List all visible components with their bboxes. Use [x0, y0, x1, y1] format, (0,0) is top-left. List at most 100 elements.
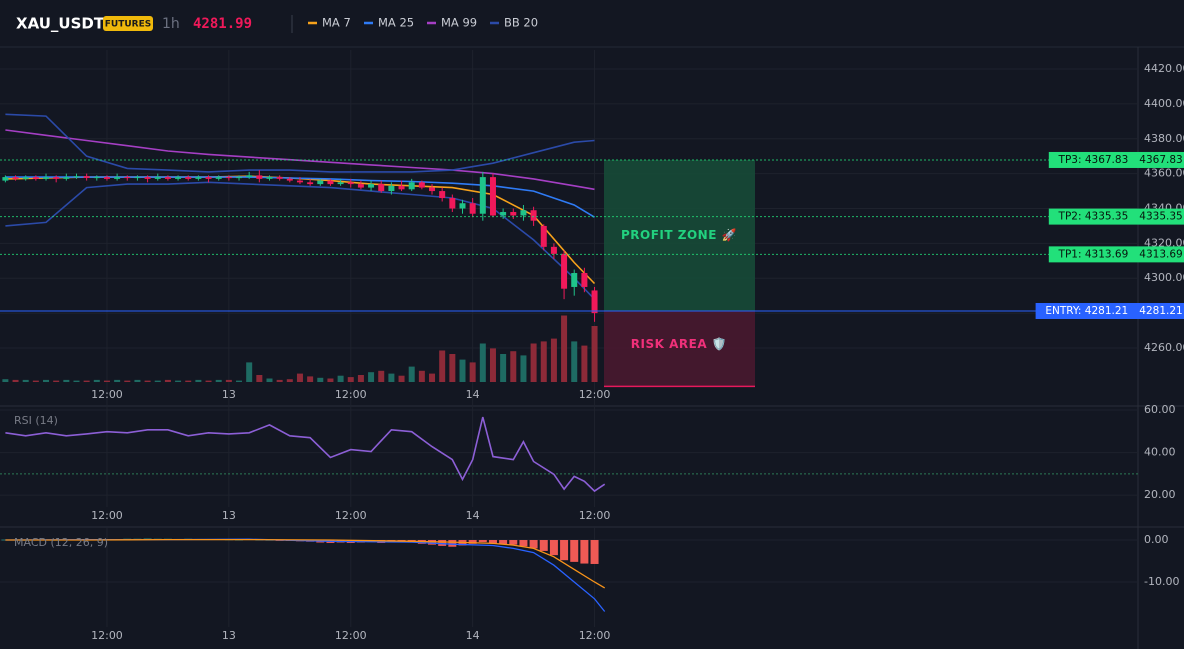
rsi-line: [5, 416, 606, 493]
histogram-bar: [448, 540, 457, 547]
candle-body: [83, 176, 90, 178]
volume-bar: [520, 355, 527, 382]
y-tick-label: 4320.00: [1144, 236, 1184, 249]
volume-bar: [327, 378, 334, 382]
candle-body: [2, 177, 9, 181]
macd-line: [5, 538, 606, 589]
volume-bar: [63, 379, 70, 382]
y-tick-label: 0.00: [1144, 533, 1169, 546]
volume-bar: [266, 378, 273, 382]
candle-body: [296, 180, 303, 183]
histogram-bar: [1, 539, 10, 541]
volume-bar: [581, 345, 588, 382]
candle-body: [500, 211, 507, 216]
volume-bar: [103, 380, 110, 382]
level-label: TP3: 4367.83: [1058, 154, 1129, 166]
y-tick-label: 40.00: [1144, 446, 1176, 459]
candle-body: [124, 177, 131, 179]
last-price: 4281.99: [193, 16, 252, 32]
volume-bar: [337, 375, 344, 382]
candle-body: [368, 184, 375, 188]
volume-bar: [489, 348, 496, 382]
histogram-bar: [539, 540, 548, 551]
x-tick-label: 14: [466, 629, 480, 642]
volume-bar: [12, 379, 19, 382]
volume-bar: [114, 379, 121, 382]
candle-body: [73, 176, 80, 178]
level-label: ENTRY: 4281.21: [1045, 305, 1128, 317]
y-tick-label: 4420.00: [1144, 62, 1184, 75]
axis-price-label: 4281.21: [1139, 305, 1182, 317]
candle-body: [134, 177, 141, 179]
x-tick-label: 12:00: [91, 388, 123, 401]
histogram-bar: [519, 540, 528, 547]
candle-body: [479, 177, 486, 214]
badge: FUTURES: [105, 20, 151, 30]
volume-bar: [154, 380, 161, 382]
x-tick-label: 12:00: [335, 509, 367, 522]
volume-bar: [500, 354, 507, 382]
volume-bar: [561, 315, 568, 382]
volume-bar: [408, 366, 415, 382]
histogram-bar: [549, 540, 558, 556]
x-tick-label: 13: [222, 629, 236, 642]
legend: MA 7 MA 25 MA 99 BB 20: [308, 16, 538, 30]
level-label-bg: [1048, 151, 1138, 168]
y-tick-label: -10.00: [1144, 575, 1179, 588]
y-tick-label: 4260.00: [1144, 341, 1184, 354]
zone-label: RISK AREA 🛡️: [631, 337, 727, 351]
candle-body: [398, 185, 405, 190]
volume-bar: [429, 373, 436, 382]
legend-label: MA 7: [322, 16, 351, 30]
legend-label: MA 99: [441, 16, 477, 30]
candle-body: [22, 177, 29, 179]
y-tick-label: 4300.00: [1144, 271, 1184, 284]
x-tick-label: 12:00: [91, 629, 123, 642]
candle-body: [53, 177, 60, 179]
volume-bar: [530, 343, 537, 382]
axis-price-label: 4367.83: [1139, 154, 1182, 166]
volume-bar: [378, 370, 385, 382]
volume-bar: [307, 376, 314, 382]
panel-title: RSI (14): [14, 414, 58, 427]
candle-body: [591, 290, 598, 314]
histogram-bar: [499, 540, 508, 545]
axis-price-label: 4313.69: [1139, 248, 1182, 260]
candle-body: [347, 182, 354, 185]
volume-bar: [73, 380, 80, 382]
badge-bg: [103, 16, 153, 31]
trade-zone: [604, 311, 755, 387]
volume-bar: [449, 354, 456, 382]
zone-label: PROFIT ZONE 🚀: [621, 228, 737, 242]
candle-body: [236, 177, 243, 179]
candle-body: [327, 180, 334, 185]
y-tick-label: 4360.00: [1144, 167, 1184, 180]
volume-bar: [347, 377, 354, 382]
axis-price-bg: [1138, 246, 1184, 263]
x-tick-label: 14: [466, 388, 480, 401]
histogram-bar: [438, 540, 447, 546]
symbol: XAU_USDT: [16, 15, 105, 33]
candle-body: [429, 187, 436, 192]
volume-bar: [144, 380, 151, 382]
x-tick-label: 12:00: [579, 629, 611, 642]
volume-bar: [134, 379, 141, 382]
candle-body: [256, 175, 263, 179]
volume-bar: [32, 380, 39, 382]
histogram-bar: [529, 540, 538, 549]
x-tick-label: 13: [222, 509, 236, 522]
indicator-line: [5, 181, 596, 300]
candle-body: [154, 177, 161, 179]
candle-body: [317, 180, 324, 185]
candle-body: [225, 177, 232, 179]
candle-body: [195, 177, 202, 179]
histogram-bar: [580, 540, 589, 564]
candle-body: [12, 177, 19, 179]
y-tick-label: 4400.00: [1144, 97, 1184, 110]
x-tick-label: 13: [222, 388, 236, 401]
histogram-bar: [570, 540, 579, 562]
volume-bar: [53, 380, 60, 382]
candle-body: [175, 177, 182, 179]
candle-body: [510, 211, 517, 216]
